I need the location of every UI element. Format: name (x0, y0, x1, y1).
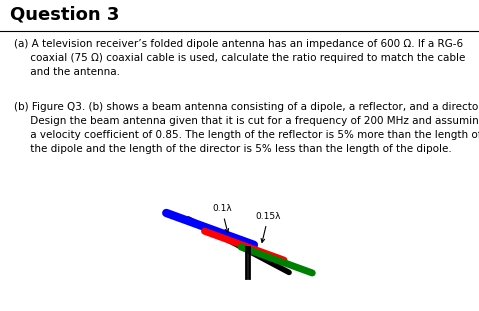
Text: (b) Figure Q3. (b) shows a beam antenna consisting of a dipole, a reflector, and: (b) Figure Q3. (b) shows a beam antenna … (14, 102, 479, 154)
Text: (a) A television receiver’s folded dipole antenna has an impedance of 600 Ω. If : (a) A television receiver’s folded dipol… (14, 39, 466, 77)
Text: 0.15λ: 0.15λ (255, 212, 281, 242)
Text: 0.1λ: 0.1λ (212, 204, 232, 232)
Text: Question 3: Question 3 (10, 6, 119, 24)
